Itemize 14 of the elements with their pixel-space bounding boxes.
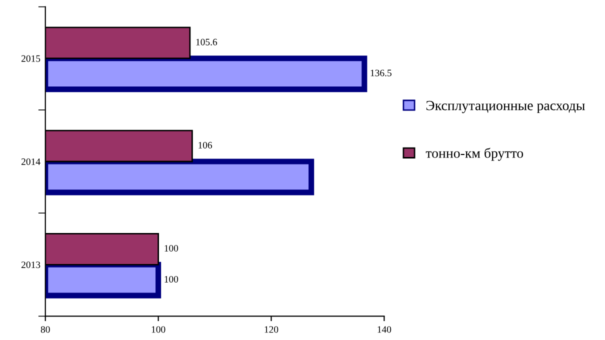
x-tick-label: 120 bbox=[264, 326, 278, 333]
data-label: 100 bbox=[164, 276, 178, 283]
x-tick-label: 140 bbox=[378, 326, 392, 333]
legend-label: тонно-км брутто bbox=[426, 148, 524, 161]
data-label: 136.5 bbox=[370, 70, 392, 76]
y-tick-label: 2015 bbox=[21, 55, 40, 62]
x-tick-label: 80 bbox=[40, 326, 50, 333]
data-label: 106 bbox=[198, 142, 212, 148]
y-tick-label: 2013 bbox=[21, 262, 40, 268]
data-label: 105.6 bbox=[196, 38, 218, 46]
y-tick-label: 2014 bbox=[21, 158, 40, 165]
legend-label: Эксплутационные расходы bbox=[426, 100, 585, 114]
data-label: 100 bbox=[164, 245, 178, 252]
x-tick-label: 100 bbox=[152, 326, 166, 333]
